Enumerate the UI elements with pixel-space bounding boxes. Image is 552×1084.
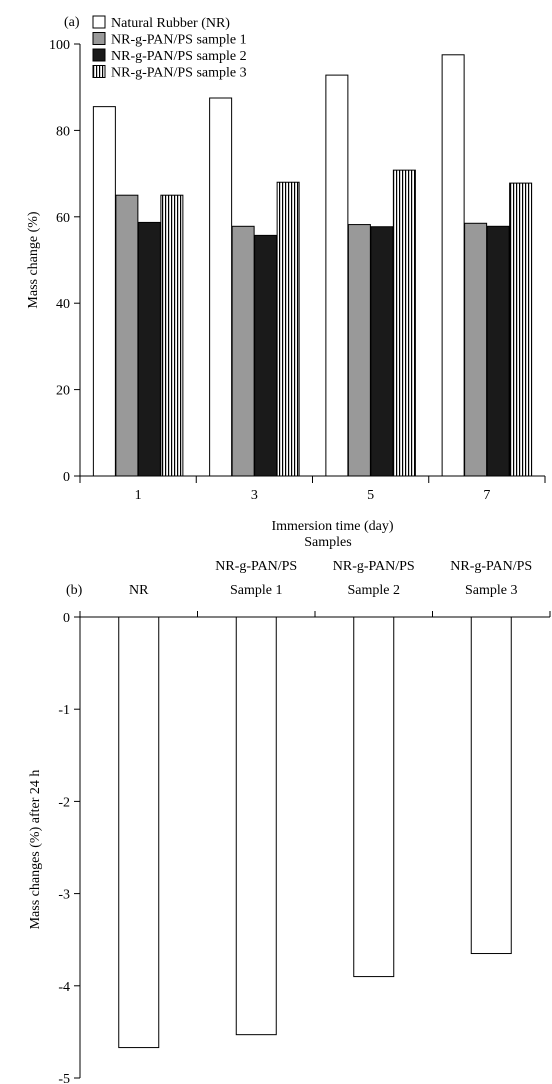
a-bar [486,225,510,477]
a-bar [160,194,184,477]
a-x-tick-label: 5 [367,488,374,503]
b-x-tick-label: NR-g-PAN/PS [215,559,297,574]
a-bar [231,225,255,477]
b-panel-label: (b) [66,583,83,598]
b-bar [235,616,277,1036]
b-y-tick-label: 0 [63,611,70,626]
a-legend-label: NR-g-PAN/PS sample 3 [111,66,247,81]
b-bar [118,616,160,1049]
b-y-tick-label: -3 [58,888,70,903]
b-bar [353,616,395,978]
b-x-tick-label: Sample 1 [230,583,283,598]
chart-b: 0 -1 -2 -3 -4 -5 NR NR-g-PAN/PS Sample 1 NR-g-PAN… [28,535,551,1084]
b-bar [470,616,512,955]
chart-a: 0 20 40 60 80 100 1 3 5 7 Immersion time (day) Mass… [26,15,546,534]
b-y-axis-label: Mass changes (%) after 24 h [28,770,43,930]
a-legend-swatch [92,48,106,62]
b-x-tick-label: Sample 2 [348,583,401,598]
a-y-axis-label: Mass change (%) [26,211,41,309]
a-x-tick-label: 3 [251,488,258,503]
a-bar [441,54,465,477]
a-y-tick-label: 60 [56,211,70,226]
a-bar [137,221,161,477]
b-x-tick-label: Sample 3 [465,583,518,598]
a-bar [370,226,394,477]
b-y-tick-label: -1 [58,703,70,718]
b-x-tick-label: NR-g-PAN/PS [450,559,532,574]
a-y-tick-label: 80 [56,124,70,139]
a-bar [464,222,488,477]
a-bar [115,194,139,477]
a-bar [509,182,533,477]
a-bar [392,169,416,477]
b-x-tick-label: NR [129,583,149,598]
a-bar [325,74,349,477]
a-legend-swatch [92,65,106,78]
a-x-tick-label: 1 [135,488,142,503]
a-legend-label: NR-g-PAN/PS sample 1 [111,33,247,48]
a-legend-label: Natural Rubber (NR) [111,16,230,31]
a-y-tick-label: 20 [56,384,70,399]
a-y-tick-label: 40 [56,297,70,312]
a-bar [254,234,278,477]
a-y-tick-label: 100 [49,38,70,53]
a-legend-label: NR-g-PAN/PS sample 2 [111,49,247,64]
b-y-tick-label: -2 [58,795,70,810]
b-x-tick-label: NR-g-PAN/PS [333,559,415,574]
a-bar [209,97,233,477]
b-x-axis-label: Samples [304,535,351,550]
a-legend-swatch [92,15,106,29]
a-bar [347,224,371,477]
a-x-axis-label: Immersion time (day) [271,519,393,534]
a-x-tick-label: 7 [483,488,490,503]
a-panel-label: (a) [64,15,80,30]
a-y-tick-label: 0 [63,470,70,485]
a-bar [92,106,116,477]
b-y-tick-label: -4 [58,980,70,995]
a-legend-swatch [92,32,106,45]
b-y-tick-label: -5 [58,1072,70,1084]
a-bar [276,181,300,477]
